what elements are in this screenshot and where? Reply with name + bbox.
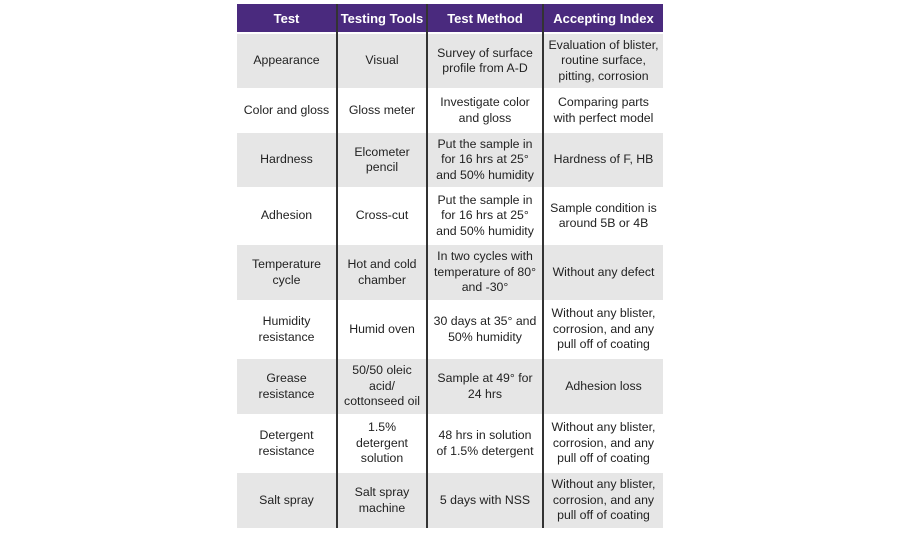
table-row: Grease resistance 50/50 oleic acid/ cotto… [237,357,663,415]
cell-test-method: 30 days at 35° and 50% humidity [426,300,543,358]
cell-testing-tools: Gloss meter [336,88,427,132]
cell-test-method: Survey of surface profile from A-D [426,32,543,89]
table-row: Adhesion Cross-cut Put the sample in for 1… [237,187,663,244]
cell-accepting-index: Sample condition is around 5B or 4B [542,187,663,244]
header-test: Test [237,4,337,33]
header-testing-tools: Testing Tools [336,4,427,33]
table-row: Color and gloss Gloss meter Investigate co… [237,88,663,132]
cell-testing-tools: Visual [336,32,427,89]
cell-testing-tools: 1.5% detergent solution [336,414,427,472]
cell-accepting-index: Without any blister, corrosion, and any … [542,471,663,528]
cell-test-method: 5 days with NSS [426,471,543,528]
cell-testing-tools: Humid oven [336,300,427,358]
cell-accepting-index: Without any blister, corrosion, and any … [542,414,663,472]
cell-test: Color and gloss [237,88,337,132]
cell-accepting-index: Without any defect [542,243,663,301]
cell-test: Hardness [237,131,337,188]
cell-test: Temperature cycle [237,243,337,301]
cell-test-method: 48 hrs in solution of 1.5% detergent [426,414,543,472]
cell-test: Salt spray [237,471,337,528]
cell-testing-tools: Cross-cut [336,187,427,244]
cell-test: Detergent resistance [237,414,337,472]
table-row: Salt spray Salt spray machine 5 days with … [237,471,663,528]
table-row: Appearance Visual Survey of surface profil… [237,32,663,89]
cell-test-method: In two cycles with temperature of 80° an… [426,243,543,301]
cell-accepting-index: Comparing parts with perfect model [542,88,663,132]
header-accepting-index: Accepting Index [542,4,663,33]
cell-accepting-index: Without any blister, corrosion, and any … [542,300,663,358]
cell-testing-tools: Elcometer pencil [336,131,427,188]
cell-test-method: Investigate color and gloss [426,88,543,132]
cell-testing-tools: Salt spray machine [336,471,427,528]
cell-test: Humidity resistance [237,300,337,358]
cell-test: Appearance [237,32,337,89]
cell-accepting-index: Hardness of F, HB [542,131,663,188]
table-row: Humidity resistance Humid oven 30 days at … [237,300,663,358]
header-test-method: Test Method [426,4,543,33]
cell-accepting-index: Evaluation of blister, routine surface, … [542,32,663,89]
cell-test: Grease resistance [237,357,337,415]
table-row: Hardness Elcometer pencil Put the sample i… [237,131,663,188]
table-row: Temperature cycle Hot and cold chamber In … [237,243,663,301]
cell-testing-tools: 50/50 oleic acid/ cottonseed oil [336,357,427,415]
cell-test-method: Sample at 49° for 24 hrs [426,357,543,415]
table-row: Detergent resistance 1.5% detergent solut… [237,414,663,472]
cell-accepting-index: Adhesion loss [542,357,663,415]
cell-test-method: Put the sample in for 16 hrs at 25° and … [426,187,543,244]
cell-test: Adhesion [237,187,337,244]
cell-test-method: Put the sample in for 16 hrs at 25° and … [426,131,543,188]
cell-testing-tools: Hot and cold chamber [336,243,427,301]
header-row: Test Testing Tools Test Method Accepting… [237,4,663,33]
test-table: Test Testing Tools Test Method Accepting… [237,4,663,528]
